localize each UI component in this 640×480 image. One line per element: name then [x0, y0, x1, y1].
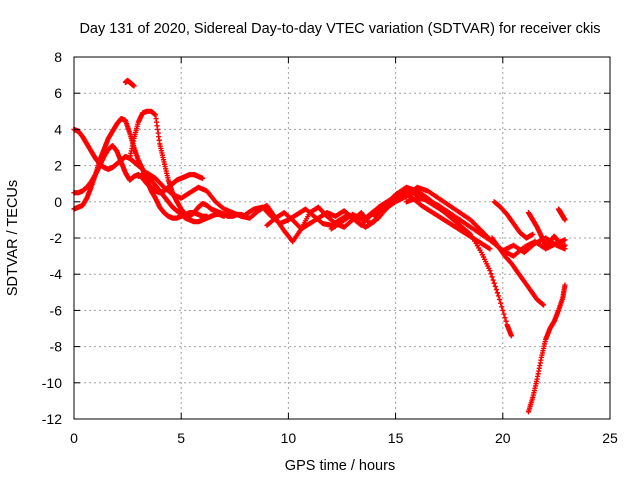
x-tick-label: 10 — [281, 430, 297, 446]
x-tick-label: 15 — [388, 430, 404, 446]
x-tick-labels: 0 5 10 15 20 25 — [70, 430, 618, 446]
y-tick-label: 8 — [54, 49, 62, 65]
y-tick-label: -4 — [50, 266, 63, 282]
y-tick-label: -12 — [42, 411, 62, 427]
x-tick-label: 5 — [177, 430, 185, 446]
y-tick-label: -6 — [50, 302, 63, 318]
chart-title: Day 131 of 2020, Sidereal Day-to-day VTE… — [79, 21, 600, 37]
series-points — [403, 195, 568, 259]
y-tick-label: -10 — [42, 375, 62, 391]
x-axis-label: GPS time / hours — [285, 458, 395, 474]
axis-ticks — [73, 56, 611, 420]
series-points — [127, 108, 249, 219]
series-points — [525, 210, 568, 250]
series-arc-15 — [525, 282, 568, 415]
data-marks — [71, 77, 568, 415]
y-tick-label: -2 — [50, 230, 63, 246]
series-points — [489, 235, 547, 308]
series-arc-16 — [555, 206, 568, 223]
series-points — [122, 77, 137, 89]
x-tick-label: 0 — [70, 430, 78, 446]
series-arc-14 — [489, 235, 547, 308]
y-tick-label: 2 — [54, 158, 62, 174]
y-axis-label: SDTVAR / TECUs — [5, 180, 21, 296]
series-points — [555, 206, 568, 223]
series-points — [491, 199, 536, 241]
y-tick-labels: -12 -10 -8 -6 -4 -2 0 2 4 6 8 — [42, 49, 62, 427]
y-tick-label: 6 — [54, 85, 62, 101]
y-tick-label: 0 — [54, 194, 62, 210]
series-points — [525, 282, 568, 415]
x-tick-label: 20 — [495, 430, 511, 446]
y-tick-label: -8 — [50, 339, 63, 355]
series-arc-12 — [491, 199, 536, 241]
x-tick-label: 25 — [602, 430, 618, 446]
y-tick-label: 4 — [54, 121, 62, 137]
series-arc-13 — [525, 210, 568, 250]
series-arc-11 — [403, 195, 568, 259]
series-arc-4 — [122, 77, 137, 89]
series-arc-5 — [127, 108, 249, 219]
